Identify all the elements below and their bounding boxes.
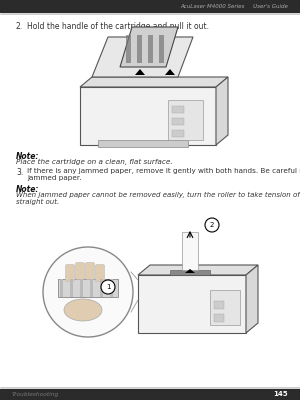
Text: Hold the handle of the cartridge and pull it out.: Hold the handle of the cartridge and pul… (27, 22, 209, 31)
Bar (172, 130, 184, 137)
Bar (60, 279, 63, 297)
Bar (58, 279, 118, 297)
Text: Note:: Note: (16, 185, 39, 194)
Bar (90, 279, 93, 297)
Bar (137, 35, 142, 63)
Polygon shape (165, 69, 175, 75)
FancyBboxPatch shape (65, 264, 74, 282)
Bar (126, 35, 131, 63)
Polygon shape (135, 69, 145, 75)
Bar (70, 279, 73, 297)
Polygon shape (120, 27, 178, 67)
Bar (0, 0, 300, 12)
Polygon shape (80, 77, 228, 87)
Text: Troubleshooting: Troubleshooting (12, 392, 59, 397)
Bar (110, 279, 113, 297)
Circle shape (101, 280, 115, 294)
Bar (80, 279, 83, 297)
Text: 3.: 3. (16, 168, 23, 177)
Bar (170, 270, 210, 275)
Text: When jammed paper cannot be removed easily, turn the roller to take tension off : When jammed paper cannot be removed easi… (16, 192, 300, 205)
Bar (214, 301, 224, 309)
Bar (159, 35, 164, 63)
Bar (172, 106, 184, 113)
Bar (0, 389, 300, 400)
Ellipse shape (64, 299, 102, 321)
Text: If there is any jammed paper, remove it gently with both hands. Be careful not t: If there is any jammed paper, remove it … (27, 168, 300, 181)
Circle shape (205, 218, 219, 232)
Bar (148, 35, 153, 63)
Text: Note:: Note: (16, 152, 39, 161)
Polygon shape (246, 265, 258, 333)
Bar (182, 232, 198, 270)
Bar (210, 290, 240, 325)
Polygon shape (138, 265, 258, 275)
Text: 145: 145 (273, 392, 288, 398)
Text: 2.: 2. (16, 22, 23, 31)
Polygon shape (92, 37, 193, 77)
Polygon shape (216, 77, 228, 145)
Circle shape (43, 247, 133, 337)
FancyBboxPatch shape (95, 264, 104, 282)
Bar (214, 314, 224, 322)
Bar (168, 100, 203, 140)
Text: AcuLaser M4000 Series     User's Guide: AcuLaser M4000 Series User's Guide (180, 4, 288, 9)
Bar (172, 118, 184, 125)
Bar (80, 87, 216, 145)
FancyBboxPatch shape (76, 262, 85, 280)
Text: 1: 1 (106, 284, 110, 290)
FancyBboxPatch shape (85, 262, 94, 280)
Bar (100, 279, 103, 297)
Polygon shape (185, 269, 195, 273)
Bar (98, 140, 188, 147)
Text: 2: 2 (210, 222, 214, 228)
Text: Place the cartridge on a clean, flat surface.: Place the cartridge on a clean, flat sur… (16, 159, 172, 165)
Bar (138, 275, 246, 333)
